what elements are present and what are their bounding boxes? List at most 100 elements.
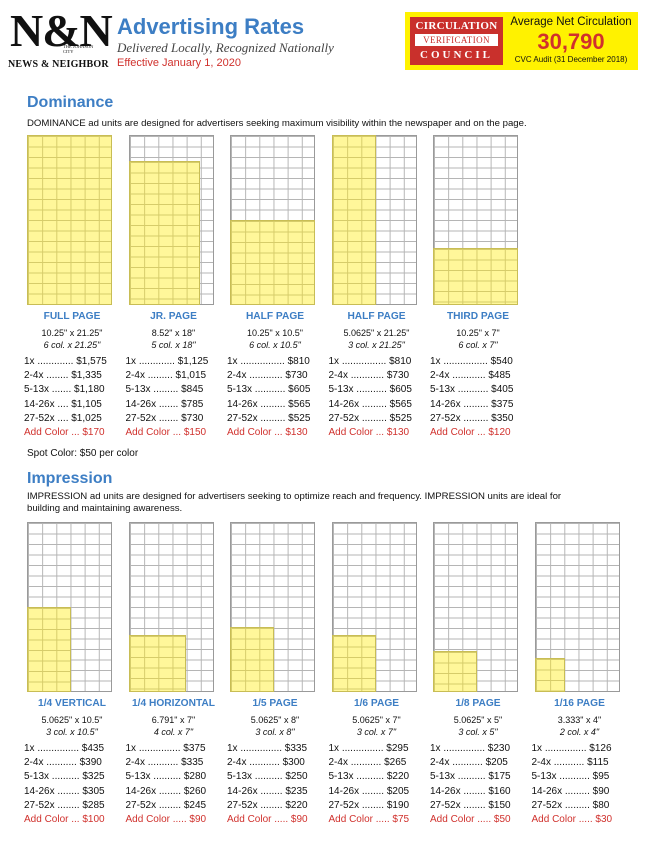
ad-unit-dimensions: 5.0625" x 21.25" bbox=[343, 328, 410, 338]
rate-row: 5-13x ........... $605 bbox=[328, 384, 412, 396]
page-diagram bbox=[27, 522, 112, 692]
circulation-audit: CVC Audit (31 December 2018) bbox=[514, 55, 628, 64]
rate-row: 14-26x .... $1,105 bbox=[24, 398, 102, 410]
page-subtitle: Delivered Locally, Recognized Nationally bbox=[117, 40, 334, 55]
ad-unit-name: JR. PAGE bbox=[150, 311, 197, 322]
rate-row: 27-52x ......... $525 bbox=[328, 412, 412, 424]
rate-row: 1x ............... $295 bbox=[328, 743, 409, 754]
rate-row: 14-26x ......... $375 bbox=[430, 398, 514, 410]
page-diagram bbox=[230, 522, 315, 692]
ad-unit-name: FULL PAGE bbox=[43, 311, 101, 322]
circulation-number: 30,790 bbox=[537, 29, 605, 54]
rate-row: 14-26x ........ $160 bbox=[430, 785, 511, 797]
add-color-rate: Add Color ... $170 bbox=[24, 427, 105, 438]
ad-size-fill bbox=[230, 220, 315, 305]
ad-unit-columns: 6 col. x 7" bbox=[458, 340, 498, 350]
ad-unit-dimensions: 3.333" x 4" bbox=[557, 715, 602, 725]
rate-row: 27-52x ......... $80 bbox=[531, 799, 610, 811]
rate-row: 2-4x ............ $485 bbox=[430, 370, 511, 382]
rate-row: 1x ................ $540 bbox=[430, 356, 513, 367]
rate-row: 14-26x ........ $235 bbox=[227, 785, 308, 797]
add-color-rate: Add Color ... $130 bbox=[328, 427, 410, 438]
add-color-rate: Add Color ... $150 bbox=[125, 427, 207, 438]
impression-unit: 1/16 PAGE 3.333" x 4" 2 col. x 4" 1x ......… bbox=[531, 522, 625, 832]
impression-unit: 1/4 HORIZONTAL 6.791" x 7" 4 col. x 7" 1x .… bbox=[125, 522, 219, 832]
rate-row: 27-52x ....... $730 bbox=[125, 412, 204, 424]
page-diagram bbox=[433, 135, 518, 305]
rate-row: 14-26x ......... $90 bbox=[531, 785, 610, 797]
rate-row: 27-52x ........ $150 bbox=[430, 799, 511, 811]
dominance-unit: FULL PAGE 10.25" x 21.25" 6 col. x 21.25" 1… bbox=[24, 135, 117, 445]
rate-row: 1x ............... $126 bbox=[531, 743, 612, 754]
ad-size-fill bbox=[433, 248, 518, 305]
cvc-logo-line2: VERIFICATION bbox=[415, 34, 498, 46]
ad-unit-name: 1/8 PAGE bbox=[455, 698, 501, 709]
rate-row: 2-4x ........... $115 bbox=[531, 757, 609, 769]
page-diagram bbox=[331, 522, 417, 692]
dominance-heading: Dominance bbox=[27, 94, 114, 111]
dominance-unit: THIRD PAGE 10.25" x 7" 6 col. x 7" 1x .....… bbox=[430, 135, 523, 445]
ad-unit-name: HALF PAGE bbox=[347, 311, 406, 322]
dominance-unit: HALF PAGE 10.25" x 10.5" 6 col. x 10.5" 1x … bbox=[227, 135, 320, 445]
ad-unit-dimensions: 10.25" x 10.5" bbox=[247, 328, 303, 338]
rate-row: 2-4x ......... $1,015 bbox=[125, 370, 207, 382]
logo-name: NEWS & NEIGHBOR bbox=[8, 59, 109, 70]
ad-unit-columns: 6 col. x 21.25" bbox=[43, 340, 101, 350]
rate-row: 1x ............. $1,125 bbox=[125, 356, 209, 367]
ad-unit-dimensions: 8.52" x 18" bbox=[151, 328, 196, 338]
rate-row: 5-13x .......... $250 bbox=[227, 771, 308, 783]
ad-unit-dimensions: 5.0625" x 10.5" bbox=[41, 715, 103, 725]
ad-unit-dimensions: 5.0625" x 8" bbox=[250, 715, 300, 725]
ad-size-fill bbox=[27, 607, 71, 692]
ad-size-fill bbox=[128, 635, 186, 692]
ad-unit-dimensions: 6.791" x 7" bbox=[151, 715, 196, 725]
rate-row: 5-13x ........... $95 bbox=[531, 771, 610, 783]
add-color-rate: Add Color ..... $30 bbox=[531, 814, 613, 825]
rate-row: 2-4x ........... $300 bbox=[227, 757, 305, 769]
add-color-rate: Add Color ... $100 bbox=[24, 814, 105, 825]
rate-row: 1x ................ $810 bbox=[328, 356, 412, 367]
ad-unit-name: HALF PAGE bbox=[245, 311, 305, 322]
rate-row: 5-13x .......... $280 bbox=[125, 771, 207, 783]
ad-size-fill bbox=[230, 627, 274, 692]
ad-unit-columns: 6 col. x 10.5" bbox=[249, 340, 301, 350]
ad-unit-columns: 2 col. x 4" bbox=[559, 727, 600, 737]
rate-row: 1x ............... $375 bbox=[125, 743, 206, 754]
page-diagram bbox=[230, 135, 315, 305]
impression-unit: 1/8 PAGE 5.0625" x 5" 3 col. x 5" 1x ......… bbox=[430, 522, 523, 832]
ad-unit-dimensions: 5.0625" x 7" bbox=[352, 715, 401, 725]
logo-tagline: THE JOHNSON CITY bbox=[63, 44, 94, 54]
rate-row: 14-26x ........ $260 bbox=[125, 785, 207, 797]
rate-row: 14-26x ........ $205 bbox=[328, 785, 410, 797]
page-diagram bbox=[128, 522, 214, 692]
ad-unit-name: THIRD PAGE bbox=[446, 311, 510, 322]
rate-row: 1x ............... $435 bbox=[24, 743, 105, 754]
rate-row: 14-26x ....... $785 bbox=[125, 398, 204, 410]
dominance-description: DOMINANCE ad units are designed for adve… bbox=[27, 118, 527, 129]
rate-row: 5-13x ......... $845 bbox=[125, 384, 204, 396]
rate-row: 5-13x .......... $220 bbox=[328, 771, 410, 783]
rate-row: 27-52x .... $1,025 bbox=[24, 412, 102, 424]
ad-unit-columns: 4 col. x 7" bbox=[153, 727, 194, 737]
impression-unit: 1/4 VERTICAL 5.0625" x 10.5" 3 col. x 10.5… bbox=[24, 522, 117, 832]
rate-row: 27-52x ......... $350 bbox=[430, 412, 514, 424]
ad-size-fill bbox=[331, 135, 376, 305]
rate-row: 5-13x .......... $325 bbox=[24, 771, 105, 783]
add-color-rate: Add Color ... $120 bbox=[430, 427, 511, 438]
impression-unit: 1/5 PAGE 5.0625" x 8" 3 col. x 8" 1x ......… bbox=[227, 522, 320, 832]
rate-row: 27-52x ........ $285 bbox=[24, 799, 105, 811]
ad-unit-name: 1/4 VERTICAL bbox=[38, 698, 106, 709]
rate-row: 2-4x ........ $1,335 bbox=[24, 370, 102, 382]
ad-size-fill bbox=[433, 651, 477, 692]
rate-row: 14-26x ......... $565 bbox=[328, 398, 412, 410]
impression-heading: Impression bbox=[27, 470, 113, 487]
cvc-logo-line3: COUNCIL bbox=[420, 49, 493, 61]
rate-row: 5-13x ........... $605 bbox=[227, 384, 311, 396]
ad-unit-columns: 3 col. x 5" bbox=[458, 727, 498, 737]
dominance-unit: JR. PAGE 8.52" x 18" 5 col. x 18" 1x ......… bbox=[125, 135, 219, 445]
ad-unit-dimensions: 10.25" x 21.25" bbox=[41, 328, 103, 338]
page-diagram bbox=[27, 135, 112, 305]
spot-color-note: Spot Color: $50 per color bbox=[27, 448, 139, 459]
dominance-unit: HALF PAGE 5.0625" x 21.25" 3 col. x 21.25"… bbox=[328, 135, 422, 445]
rate-row: 2-4x ............ $730 bbox=[328, 370, 410, 382]
